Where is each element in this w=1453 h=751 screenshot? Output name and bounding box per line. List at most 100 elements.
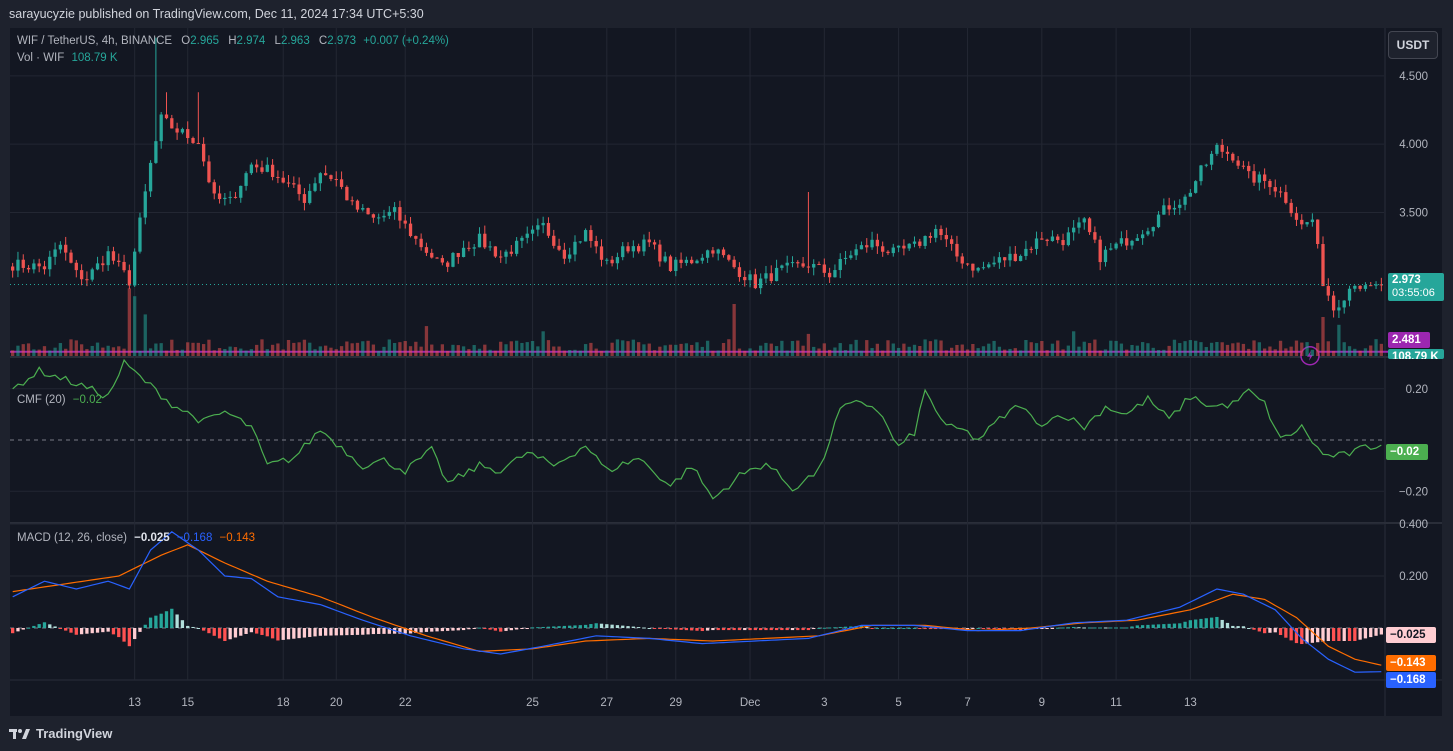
volume-bar xyxy=(902,343,906,356)
macd-histogram-bar xyxy=(265,628,269,637)
volume-bar xyxy=(1183,341,1187,356)
macd-histogram-bar xyxy=(1199,618,1203,628)
macd-histogram-bar xyxy=(509,628,513,631)
macd-line-tag: −0.168 xyxy=(1386,672,1436,688)
candle-body xyxy=(345,186,349,201)
candle-body xyxy=(1029,248,1033,250)
candle-body xyxy=(414,236,418,239)
volume-bar xyxy=(1209,342,1214,356)
candle-body xyxy=(122,261,126,271)
candle-body xyxy=(1236,160,1240,166)
macd-histogram-bar xyxy=(536,627,540,629)
candle-body xyxy=(1178,204,1182,208)
macd-histogram-bar xyxy=(621,625,625,628)
tradingview-logo[interactable]: TradingView xyxy=(9,726,112,741)
macd-histogram-bar xyxy=(493,628,498,631)
candle-body xyxy=(801,263,805,267)
volume-bar xyxy=(1082,341,1086,356)
volume-bar xyxy=(1188,340,1193,356)
candle-body xyxy=(737,267,742,278)
candle-body xyxy=(313,183,317,191)
volume-bar xyxy=(918,345,922,356)
candle-body xyxy=(1252,171,1256,183)
volume-bar xyxy=(435,350,439,356)
volume-bar xyxy=(1284,348,1288,356)
candle-body xyxy=(652,242,657,245)
volume-bar xyxy=(191,342,195,356)
macd-pane[interactable] xyxy=(10,531,1384,673)
candle-body xyxy=(1003,257,1007,261)
candle-body xyxy=(1151,227,1155,232)
volume-bar xyxy=(1262,348,1267,356)
candle-body xyxy=(233,196,238,198)
volume-bar xyxy=(101,347,105,356)
volume-bar xyxy=(382,346,386,356)
candle-body xyxy=(223,197,227,200)
macd-histogram-bar xyxy=(1072,626,1076,628)
candle-body xyxy=(509,251,513,254)
candle-body xyxy=(201,143,206,162)
macd-histogram-bar xyxy=(912,628,917,629)
macd-histogram-bar xyxy=(461,628,466,631)
macd-histogram-bar xyxy=(69,628,73,633)
macd-histogram-bar xyxy=(186,625,190,628)
macd-histogram-bar xyxy=(727,628,731,631)
volume-bar xyxy=(334,349,338,356)
candle-body xyxy=(711,250,715,254)
candle-body xyxy=(371,214,376,218)
candle-body xyxy=(790,262,795,264)
candle-body xyxy=(318,173,322,184)
macd-histogram-bar xyxy=(774,628,779,631)
volume-bar xyxy=(1061,349,1065,356)
macd-histogram-bar xyxy=(1119,627,1124,629)
macd-histogram-bar xyxy=(1257,628,1261,632)
candle-body xyxy=(26,267,31,270)
macd-histogram-bar xyxy=(1050,628,1055,629)
volume-bar xyxy=(1353,348,1357,356)
candle-body xyxy=(865,245,869,248)
volume-bar xyxy=(881,350,885,356)
volume-bar xyxy=(133,296,137,356)
macd-histogram-bar xyxy=(419,628,423,633)
macd-histogram-bar xyxy=(605,624,609,628)
candle-body xyxy=(1353,285,1357,289)
volume-bar xyxy=(1156,349,1161,356)
candle-body xyxy=(1278,191,1283,193)
volume-bar xyxy=(557,346,561,356)
cmf-pane[interactable] xyxy=(10,358,1384,500)
x-tick-label: 5 xyxy=(895,697,901,709)
volume-bar xyxy=(700,346,704,356)
candle-body xyxy=(1215,144,1219,154)
volume-bar xyxy=(1363,348,1368,356)
macd-histogram-bar xyxy=(1098,627,1102,629)
macd-histogram-bar xyxy=(164,611,169,628)
macd-histogram-bar xyxy=(1374,628,1378,636)
volume-bar xyxy=(1003,349,1007,356)
macd-histogram-bar xyxy=(1146,624,1150,628)
candle-body xyxy=(143,191,147,218)
candle-body xyxy=(599,246,604,260)
macd-histogram-bar xyxy=(435,628,439,632)
candle-body xyxy=(260,167,264,172)
macd-histogram-bar xyxy=(1300,628,1304,645)
candle-body xyxy=(1018,255,1023,262)
candle-body xyxy=(1262,174,1267,181)
candle-body xyxy=(1337,307,1341,311)
hline-price-tag: 2.481 xyxy=(1388,332,1430,348)
macd-label: MACD (12, 26, close) xyxy=(17,532,127,544)
chart-canvas[interactable]: 13 15 18 20 22 25 27 29 Dec 3 5 7 9 11 13 4.500 4.000 3.5… xyxy=(10,28,1442,716)
macd-histogram-bar xyxy=(870,628,874,629)
macd-histogram-bar xyxy=(1188,620,1193,628)
volume-bar xyxy=(1374,339,1378,356)
macd-histogram-bar xyxy=(530,627,535,629)
currency-button[interactable]: USDT xyxy=(1388,31,1438,59)
macd-histogram-bar xyxy=(1109,627,1113,629)
candle-body xyxy=(589,230,593,241)
macd-histogram-bar xyxy=(695,628,699,631)
volume-bar xyxy=(690,344,694,356)
volume-bar xyxy=(854,339,858,356)
candle-body xyxy=(392,207,397,212)
candle-body xyxy=(912,241,917,244)
volume-bar xyxy=(976,348,980,356)
macd-histogram-bar xyxy=(53,626,57,628)
